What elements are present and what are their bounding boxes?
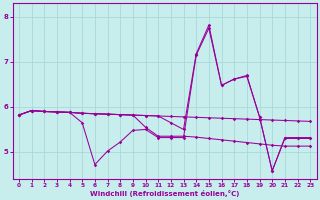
- X-axis label: Windchill (Refroidissement éolien,°C): Windchill (Refroidissement éolien,°C): [90, 190, 239, 197]
